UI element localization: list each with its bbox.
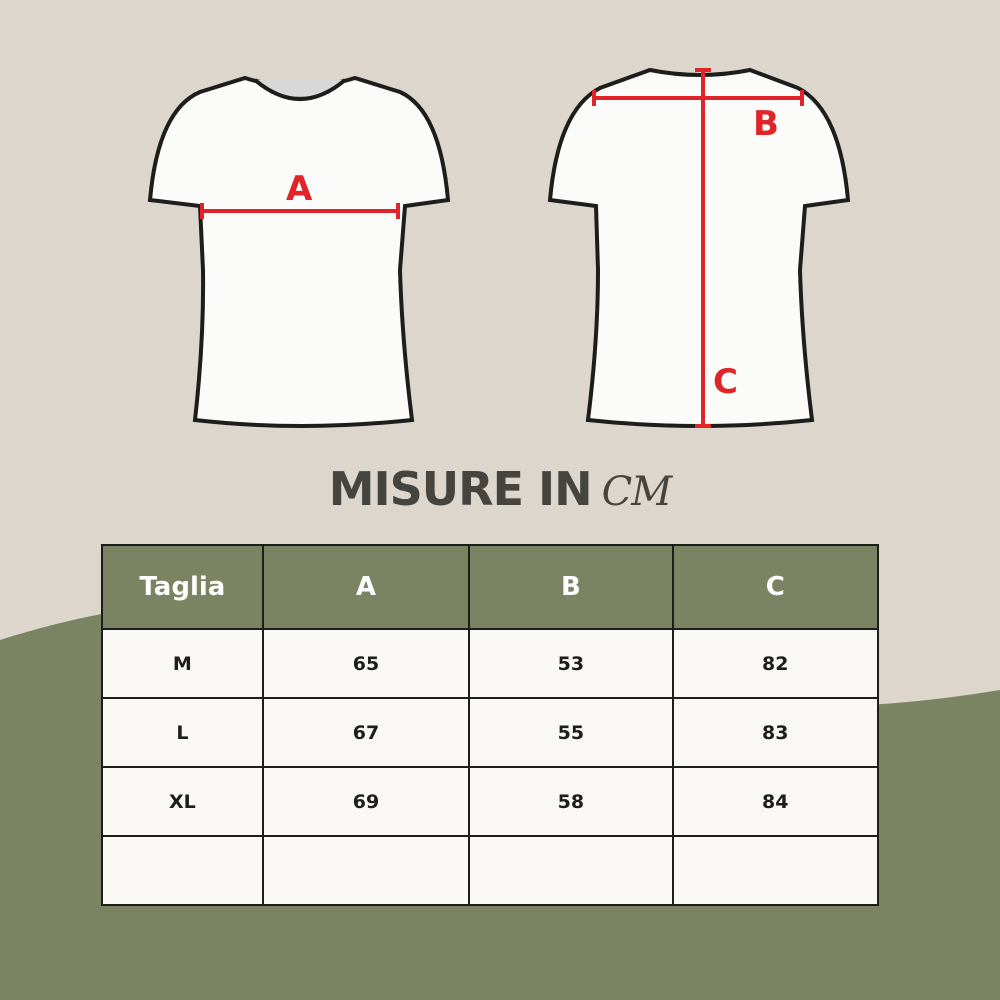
table-row (101, 835, 880, 906)
header-b: B (468, 544, 674, 630)
table-header-row: Taglia A B C (101, 544, 880, 630)
cell: 58 (468, 766, 674, 837)
cell (261, 835, 471, 906)
cell: M (101, 628, 264, 699)
table-row: L 67 55 83 (101, 697, 880, 768)
header-a: A (261, 544, 471, 630)
table-row: XL 69 58 84 (101, 766, 880, 837)
cell: L (101, 697, 264, 768)
cell: 84 (671, 766, 880, 837)
header-c: C (671, 544, 880, 630)
cell (468, 835, 674, 906)
cell: 55 (468, 697, 674, 768)
page-title: MISURE IN CM (0, 462, 1000, 516)
cell: 67 (261, 697, 471, 768)
cell (671, 835, 880, 906)
title-unit: CM (601, 469, 673, 515)
title-main: MISURE IN (328, 462, 593, 516)
cell: 69 (261, 766, 471, 837)
back-tshirt (547, 67, 851, 428)
cell: 65 (261, 628, 471, 699)
cell: 83 (671, 697, 880, 768)
tshirt-diagrams: A B C (147, 67, 851, 428)
table-row: M 65 53 82 (101, 628, 880, 699)
header-size: Taglia (101, 544, 264, 630)
front-tshirt (147, 75, 451, 428)
cell (101, 835, 264, 906)
cell: 82 (671, 628, 880, 699)
label-b: B (753, 104, 779, 144)
label-a: A (286, 169, 313, 209)
size-table: Taglia A B C M 65 53 82 L 67 55 83 XL 69 58 84 (101, 544, 880, 906)
cell: 53 (468, 628, 674, 699)
label-c: C (713, 362, 738, 402)
cell: XL (101, 766, 264, 837)
